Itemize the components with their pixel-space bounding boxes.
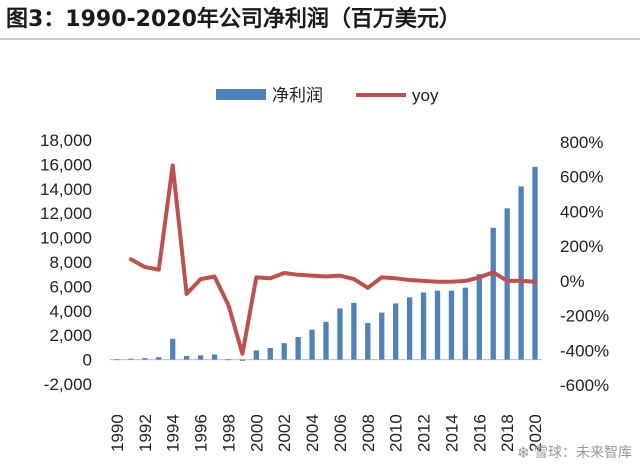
bar-1992 (142, 358, 148, 360)
bar-2016 (476, 274, 482, 360)
bar-2006 (337, 308, 343, 360)
legend-bar-swatch (216, 89, 266, 100)
bar-2014 (448, 290, 455, 360)
y-left-tick-label: -2,000 (44, 375, 92, 394)
y-right-tick-label: -200% (560, 307, 609, 326)
legend-line-label: yoy (412, 86, 439, 105)
x-tick-label: 1998 (219, 414, 238, 452)
bar-2009 (379, 312, 385, 360)
y-left-tick-label: 16,000 (40, 155, 92, 174)
bar-2020 (532, 166, 538, 360)
bar-2003 (295, 337, 301, 360)
x-tick-label: 1996 (192, 414, 211, 452)
chart-title: 图3：1990-2020年公司净利润（百万美元） (0, 0, 640, 40)
y-right-tick-label: 400% (560, 202, 603, 221)
bar-2004 (309, 329, 315, 360)
x-tick-label: 2012 (415, 414, 434, 452)
bar-1999 (239, 359, 246, 361)
x-tick-label: 2004 (303, 414, 322, 452)
watermark-text: 雪球：未来智库 (534, 445, 632, 461)
y-left-tick-label: 18,000 (40, 131, 92, 150)
y-right-tick-label: 200% (560, 237, 603, 256)
bar-2010 (393, 303, 399, 360)
y-right-tick-label: 800% (560, 133, 603, 152)
y-left-tick-label: 12,000 (40, 204, 92, 223)
bar-1991 (128, 358, 134, 360)
bar-1994 (170, 338, 176, 360)
x-tick-label: 2008 (359, 414, 378, 452)
x-tick-label: 1990 (108, 414, 127, 452)
y-right-tick-label: 600% (560, 168, 603, 187)
legend-bar-label: 净利润 (272, 86, 323, 105)
bar-2019 (518, 186, 524, 360)
bar-2013 (434, 290, 441, 360)
x-tick-label: 2000 (247, 414, 266, 452)
bar-1998 (225, 359, 232, 361)
x-tick-label: 2020 (526, 414, 545, 452)
bar-1996 (197, 355, 204, 360)
x-tick-label: 2016 (470, 414, 489, 452)
x-tick-label: 1994 (164, 414, 183, 452)
bar-2000 (253, 350, 259, 360)
bar-2005 (323, 321, 329, 360)
bar-2012 (420, 292, 427, 360)
bar-2017 (490, 227, 496, 360)
y-right-tick-label: 0% (560, 272, 585, 291)
snowball-logo-icon: ❄ (516, 442, 530, 462)
x-tick-label: 2014 (442, 414, 461, 452)
bar-2001 (267, 348, 273, 360)
bar-2007 (351, 302, 357, 360)
bar-2011 (406, 297, 413, 360)
bar-2018 (504, 208, 510, 360)
x-tick-label: 2018 (498, 414, 517, 452)
x-tick-label: 2010 (387, 414, 406, 452)
x-tick-label: 2002 (275, 414, 294, 452)
y-right-tick-label: -400% (560, 341, 609, 360)
y-right-tick-label: -600% (560, 376, 609, 395)
y-left-tick-label: 6,000 (49, 277, 92, 296)
y-left-tick-label: 14,000 (40, 180, 92, 199)
bar-1997 (211, 354, 218, 360)
y-left-tick-label: 4,000 (49, 302, 92, 321)
y-left-tick-label: 10,000 (40, 229, 92, 248)
bar-2008 (365, 323, 371, 360)
bar-1993 (156, 357, 162, 360)
x-tick-label: 1992 (136, 414, 155, 452)
y-left-tick-label: 0 (83, 351, 92, 370)
y-left-tick-label: 2,000 (49, 326, 92, 345)
yoy-line (128, 163, 537, 356)
watermark: ❄ 雪球：未来智库 (517, 442, 632, 462)
bar-1990 (114, 359, 120, 361)
bar-1995 (183, 355, 190, 360)
bar-2015 (462, 287, 469, 360)
bar-2002 (281, 343, 287, 360)
y-left-tick-label: 8,000 (49, 253, 92, 272)
x-tick-label: 2006 (331, 414, 350, 452)
